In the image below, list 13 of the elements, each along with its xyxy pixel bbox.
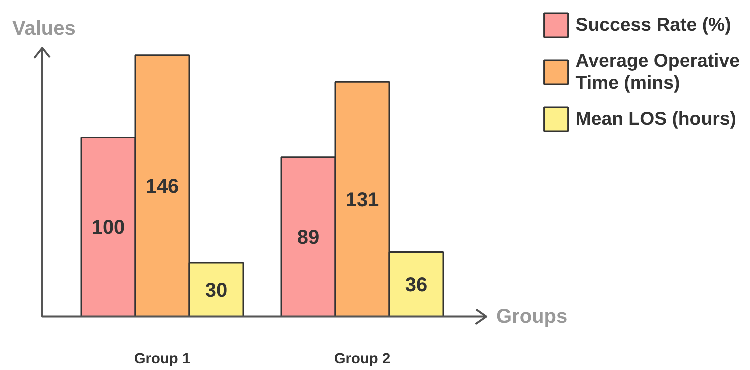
x-axis-title: Groups [496, 306, 568, 328]
x-tick-label: Group 1 [134, 352, 191, 368]
data-label: 89 [297, 227, 320, 250]
data-label: 36 [405, 274, 428, 297]
data-label: 146 [146, 176, 180, 198]
data-label: 30 [205, 280, 228, 302]
data-label: 131 [346, 189, 380, 212]
legend-label: Success Rate (%) [576, 14, 732, 36]
legend-label: Mean LOS (hours) [576, 108, 736, 130]
legend-label: Average Operative Time (mins) [576, 50, 740, 94]
x-tick-label: Group 2 [334, 352, 391, 368]
data-label: 100 [92, 217, 126, 240]
y-axis-title: Values [12, 18, 76, 40]
